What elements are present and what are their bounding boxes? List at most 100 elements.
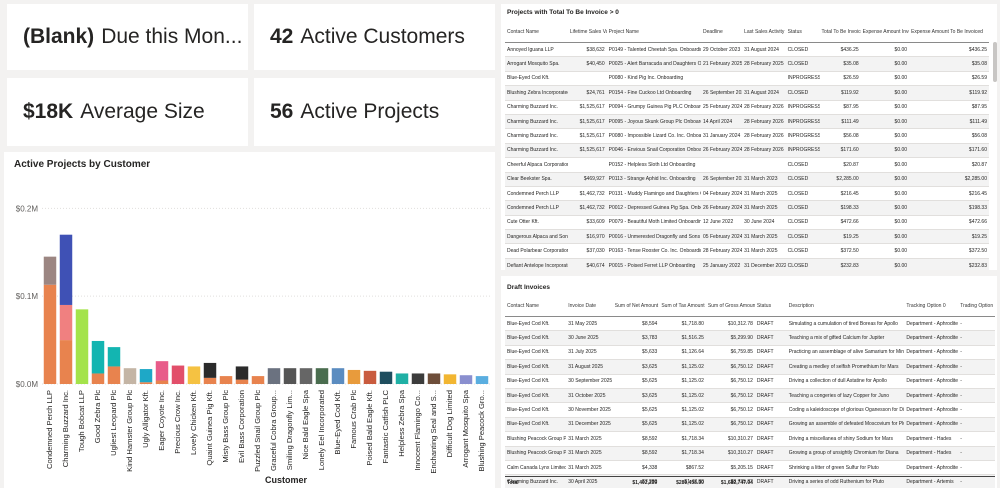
bar-segment[interactable] <box>139 382 153 384</box>
bar-segment[interactable] <box>91 373 105 384</box>
bar-segment[interactable] <box>123 368 137 384</box>
bar-segment[interactable] <box>443 374 457 384</box>
table-row[interactable]: Clear Beekster Spa. $469,927 P0113 - Stran… <box>505 172 989 187</box>
table-cell: DRAFT <box>754 316 787 332</box>
bar-segment[interactable] <box>363 370 377 384</box>
bar-segment[interactable] <box>43 284 57 384</box>
column-header[interactable]: Expense Amount Invoiced <box>860 22 910 43</box>
bar-segment[interactable] <box>267 368 281 384</box>
column-header[interactable]: Sum of Gross Amount (RC) <box>705 296 755 317</box>
bar-segment[interactable] <box>235 379 249 384</box>
x-tick-label: Misty Bass Group Plc <box>221 390 230 463</box>
bar-segment[interactable] <box>59 340 73 384</box>
table-row[interactable]: Charming Buzzard Inc. $1,525,617 P0094 - G… <box>505 100 989 115</box>
bar-segment[interactable] <box>139 369 153 383</box>
table-row[interactable]: Blue-Eyed Cod Kft. 30 September 2025 $5,62… <box>505 374 995 389</box>
bar-segment[interactable] <box>379 371 393 384</box>
table-row[interactable]: Calm Canada Lynx Limited 31 March 2025 $4,… <box>505 460 995 476</box>
bar-segment[interactable] <box>75 309 89 384</box>
active-projects-chart[interactable]: Active Projects by Customer $0.0M $0.1M $0… <box>4 152 495 488</box>
bar-segment[interactable] <box>219 376 233 384</box>
table-row[interactable]: Cute Otter Kft. $33,609 P0079 - Beautiful … <box>505 215 989 231</box>
projects-table-panel[interactable]: Projects with Total To Be Invoice > 0 Co… <box>501 4 997 270</box>
projects-table-scrollbar[interactable] <box>993 42 997 82</box>
column-header[interactable]: Contact Name <box>505 296 567 317</box>
table-row[interactable]: Blue-Eyed Cod Kft. 30 November 2025 $5,625… <box>505 402 995 418</box>
bar-segment[interactable] <box>107 347 121 367</box>
column-header[interactable]: Status <box>754 296 787 317</box>
column-header[interactable]: Lifetime Sales Value <box>567 22 607 43</box>
bar-segment[interactable] <box>347 369 361 384</box>
bar-segment[interactable] <box>299 368 313 384</box>
table-cell: 26 September 2022 <box>701 172 743 187</box>
bar-segment[interactable] <box>155 361 169 381</box>
bar-segment[interactable] <box>475 376 489 384</box>
table-cell: 30 June 2025 <box>566 330 613 346</box>
bar-segment[interactable] <box>283 368 297 384</box>
table-row[interactable]: Charming Buzzard Inc. $1,525,617 P0095 - J… <box>505 114 989 130</box>
table-row[interactable]: Condemned Perch LLP $1,462,732 P0131 - Mud… <box>505 186 989 202</box>
column-header[interactable]: Deadline <box>701 22 743 43</box>
table-cell: $6,750.12 <box>705 374 755 389</box>
column-header[interactable]: Last Sales Activity <box>742 22 786 43</box>
table-cell: $3,625 <box>612 388 660 404</box>
bar-segment[interactable] <box>171 365 185 384</box>
bar-segment[interactable] <box>59 304 73 341</box>
bar-segment[interactable] <box>315 368 329 384</box>
bar-segment[interactable] <box>187 366 201 384</box>
table-row[interactable]: Dead Polarbear Corporation $37,030 P0163 -… <box>505 243 989 259</box>
bar-segment[interactable] <box>91 340 105 374</box>
bar-segment[interactable] <box>459 375 473 384</box>
table-cell: Condemned Perch LLP <box>505 186 568 202</box>
table-row[interactable]: Blushing Zebra Incorporated $24,761 P0154 … <box>505 85 989 101</box>
table-row[interactable]: Charming Buzzard Inc. $1,525,617 P0046 - E… <box>505 143 989 159</box>
table-row[interactable]: Blue-Eyed Cod Kft. 31 August 2025 $3,625 $1… <box>505 359 995 375</box>
table-row[interactable]: Blue-Eyed Cod Kft. 31 July 2025 $5,633 $1,1… <box>505 345 995 361</box>
bar-segment[interactable] <box>43 256 57 285</box>
table-row[interactable]: Blue-Eyed Cod Kft. 31 May 2025 $8,594 $1,71… <box>505 316 995 332</box>
table-row[interactable]: Blue-Eyed Cod Kft. 31 October 2025 $3,625 $… <box>505 388 995 404</box>
table-row[interactable]: Charming Buzzard Inc. $1,525,617 P0080 - I… <box>505 128 989 144</box>
table-row[interactable]: Blushing Peacock Group Plc 31 March 2025 $… <box>505 431 995 447</box>
table-row[interactable]: Cheerful Alpaca Corporation P0152 - Helpl… <box>505 157 989 173</box>
bar-segment[interactable] <box>235 366 249 380</box>
table-row[interactable]: Arrogant Mosquito Spa. $40,450 P0025 - Ale… <box>505 56 989 72</box>
table-row[interactable]: Blue-Eyed Cod Kft. P0080 - Kind Pig Inc. … <box>505 71 989 87</box>
table-cell: $5,625 <box>612 402 660 418</box>
table-row[interactable]: Dangerous Alpaca and Sons $16,970 P0016 - … <box>505 229 989 245</box>
table-row[interactable]: Defiant Antelope Incorporated $40,674 P001… <box>505 258 989 270</box>
column-header[interactable]: Description <box>786 296 905 317</box>
table-cell: P0152 - Helpless Sloth Ltd Onboarding <box>606 157 701 173</box>
bar-segment[interactable] <box>203 377 217 384</box>
bar-segment[interactable] <box>59 234 73 305</box>
table-row[interactable]: Blushing Peacock Group Plc 31 March 2025 $… <box>505 446 995 461</box>
column-header[interactable]: Status <box>785 22 820 43</box>
column-header[interactable]: Expense Amount To Be Invoiced <box>909 22 989 43</box>
table-row[interactable]: Condemned Perch LLP $1,462,732 P0012 - Dep… <box>505 200 989 216</box>
table-cell: 21 February 2025 <box>701 56 743 72</box>
table-cell: 05 February 2024 <box>701 229 743 245</box>
bar-segment[interactable] <box>107 366 121 384</box>
bar-segment[interactable] <box>331 368 345 384</box>
bar-segment[interactable] <box>411 373 425 384</box>
table-cell: P0080 - Impossible Lizard Co. Inc. Onboa… <box>606 128 701 144</box>
table-row[interactable]: Blue-Eyed Cod Kft. 30 June 2025 $3,783 $1,5… <box>505 330 995 346</box>
column-header[interactable]: Contact Name <box>505 22 568 43</box>
bar-segment[interactable] <box>427 373 441 384</box>
table-row[interactable]: Annoyed Iguana LLP $38,632 P0149 - Talente… <box>505 42 989 58</box>
column-header[interactable]: Total To Be Invoiced <box>819 22 861 43</box>
table-cell: $436.25 <box>819 42 861 58</box>
bar-segment[interactable] <box>395 373 409 384</box>
bar-segment[interactable] <box>155 380 169 384</box>
draft-invoices-panel[interactable]: Draft Invoices Contact Name Invoice Date S… <box>501 276 997 488</box>
table-cell: Dead Polarbear Corporation <box>505 243 568 259</box>
column-header[interactable]: Tracking Option 0 <box>904 296 959 317</box>
column-header[interactable]: Sum of Net Amount (RC) <box>612 296 660 317</box>
table-row[interactable]: Blue-Eyed Cod Kft. 31 December 2025 $5,625… <box>505 417 995 433</box>
column-header[interactable]: Invoice Date <box>566 296 613 317</box>
column-header[interactable]: Trading Option <box>958 296 995 317</box>
column-header[interactable]: Project Name <box>606 22 701 43</box>
column-header[interactable]: Sum of Tax Amount (RC) <box>659 296 706 317</box>
bar-segment[interactable] <box>203 362 217 378</box>
bar-segment[interactable] <box>251 376 265 384</box>
